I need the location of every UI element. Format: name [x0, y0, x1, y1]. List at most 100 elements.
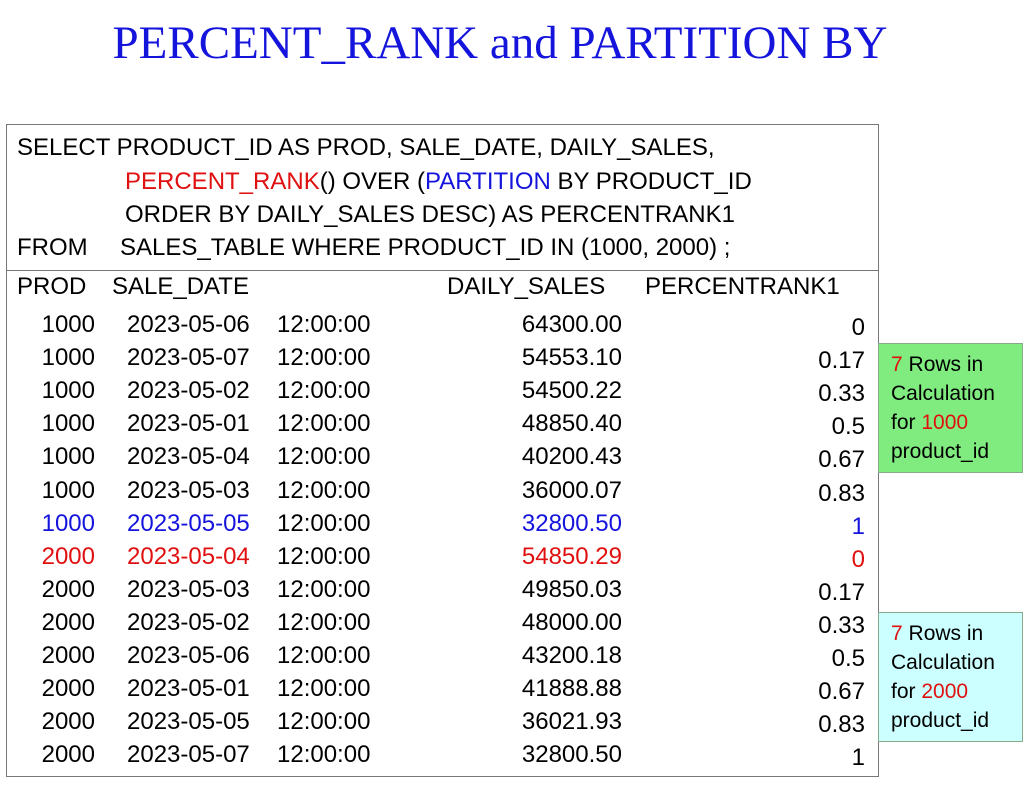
callout-line: 7 Rows in	[891, 350, 1022, 379]
callout: 7 Rows in Calculation for 1000 product_i…	[878, 343, 1023, 473]
prod: 1000	[41, 443, 95, 471]
prod: 2000	[41, 675, 95, 703]
sale-time: 12:00:00	[277, 311, 371, 338]
percent-rank: 0.83	[818, 479, 865, 507]
prod: 1000	[41, 509, 95, 537]
daily-sales: 54500.22	[521, 377, 622, 405]
callout-line: Calculation	[891, 382, 995, 405]
text: for	[891, 411, 916, 434]
callout-line: Calculation	[891, 651, 995, 674]
sale-date: 2023-05-03	[127, 476, 250, 504]
keyword: PARTITION	[425, 168, 551, 195]
callout: 7 Rows in Calculation for 2000 product_i…	[878, 612, 1023, 742]
daily-sales: 36021.93	[521, 708, 622, 736]
sale-time: 12:00:00	[277, 476, 371, 504]
daily-sales: 40200.43	[521, 443, 622, 471]
sale-date: 2023-05-07	[127, 344, 250, 372]
prod: 2000	[41, 642, 95, 669]
count: 7	[891, 622, 903, 645]
percent-rank: 0.83	[818, 711, 865, 739]
prod: 1000	[41, 410, 95, 438]
query-line: ORDER BY DAILY_SALES DESC) AS PERCENTRAN…	[125, 201, 735, 228]
sale-date: 2023-05-01	[127, 675, 250, 703]
text: for	[891, 680, 916, 703]
percent-rank: 0	[851, 545, 865, 573]
daily-sales: 54850.29	[521, 542, 622, 570]
daily-sales: 41888.88	[521, 675, 622, 703]
sale-time: 12:00:00	[277, 642, 371, 669]
sale-time: 12:00:00	[277, 708, 371, 736]
sale-time: 12:00:00	[277, 575, 371, 603]
sale-date: 2023-05-04	[127, 443, 250, 471]
sale-time: 12:00:00	[277, 377, 371, 405]
prod: 1000	[41, 344, 95, 372]
query-text: SALES_TABLE WHERE PRODUCT_ID IN (1000, 2…	[120, 234, 731, 261]
column-header: SALE_DATE	[112, 273, 249, 300]
callout-line: for 1000	[891, 408, 1022, 437]
sale-date: 2023-05-04	[127, 542, 250, 570]
sale-date: 2023-05-05	[127, 708, 250, 736]
text: Rows in	[908, 622, 984, 645]
result-table	[6, 270, 879, 777]
text: Rows in	[908, 353, 984, 376]
product-id: 2000	[921, 680, 969, 703]
sale-time: 12:00:00	[277, 608, 371, 636]
slide-title: PERCENT_RANK and PARTITION BY	[112, 17, 888, 69]
percent-rank: 0.17	[818, 578, 865, 606]
sale-time: 12:00:00	[277, 443, 371, 471]
sale-date: 2023-05-05	[127, 509, 250, 537]
daily-sales: 48850.40	[521, 410, 622, 438]
prod: 2000	[41, 708, 95, 736]
sale-date: 2023-05-03	[127, 575, 250, 603]
column-header: PROD	[17, 273, 87, 300]
count: 7	[891, 353, 903, 376]
prod: 2000	[41, 575, 95, 603]
sale-date: 2023-05-07	[127, 741, 250, 769]
prod: 2000	[41, 608, 95, 636]
prod: 1000	[41, 476, 95, 504]
percent-rank: 0	[851, 314, 865, 341]
query-line: PERCENT_RANK() OVER (PARTITION BY PRODUC…	[125, 168, 752, 196]
daily-sales: 43200.18	[521, 642, 622, 669]
sale-time: 12:00:00	[277, 344, 371, 372]
sale-date: 2023-05-02	[127, 608, 250, 636]
sale-date: 2023-05-02	[127, 377, 250, 405]
sale-time: 12:00:00	[277, 675, 371, 703]
query-text: () OVER (	[319, 168, 426, 195]
percent-rank: 0.5	[831, 413, 865, 441]
keyword: PERCENT_RANK	[125, 168, 320, 195]
daily-sales: 54553.10	[521, 344, 622, 372]
prod: 1000	[41, 311, 95, 338]
sale-date: 2023-05-06	[127, 642, 250, 669]
daily-sales: 36000.07	[521, 476, 622, 504]
callout-line: product_id	[891, 440, 990, 463]
daily-sales: 49850.03	[521, 575, 622, 603]
sale-date: 2023-05-01	[127, 410, 250, 438]
percent-rank: 0.33	[818, 611, 865, 639]
column-header: DAILY_SALES	[447, 273, 606, 300]
callout-line: 7 Rows in	[891, 619, 1022, 648]
sale-time: 12:00:00	[277, 741, 371, 769]
percent-rank: 1	[851, 744, 865, 772]
daily-sales: 32800.50	[521, 741, 622, 769]
column-header: PERCENTRANK1	[645, 273, 840, 300]
daily-sales: 32800.50	[521, 509, 622, 537]
percent-rank: 1	[851, 512, 865, 540]
percent-rank: 0.5	[831, 645, 865, 672]
callout-line: product_id	[891, 709, 990, 732]
sale-time: 12:00:00	[277, 410, 371, 438]
percent-rank: 0.67	[818, 446, 865, 474]
query-keyword: FROM	[17, 234, 88, 261]
sale-time: 12:00:00	[277, 509, 371, 537]
sale-date: 2023-05-06	[127, 311, 250, 338]
query-text: BY PRODUCT_ID	[550, 168, 752, 195]
percent-rank: 0.33	[818, 380, 865, 408]
product-id: 1000	[921, 411, 969, 434]
daily-sales: 48000.00	[521, 608, 622, 636]
prod: 1000	[41, 377, 95, 405]
callout-line: for 2000	[891, 677, 1022, 706]
prod: 2000	[41, 741, 95, 769]
percent-rank: 0.67	[818, 678, 865, 706]
sale-time: 12:00:00	[277, 542, 371, 570]
